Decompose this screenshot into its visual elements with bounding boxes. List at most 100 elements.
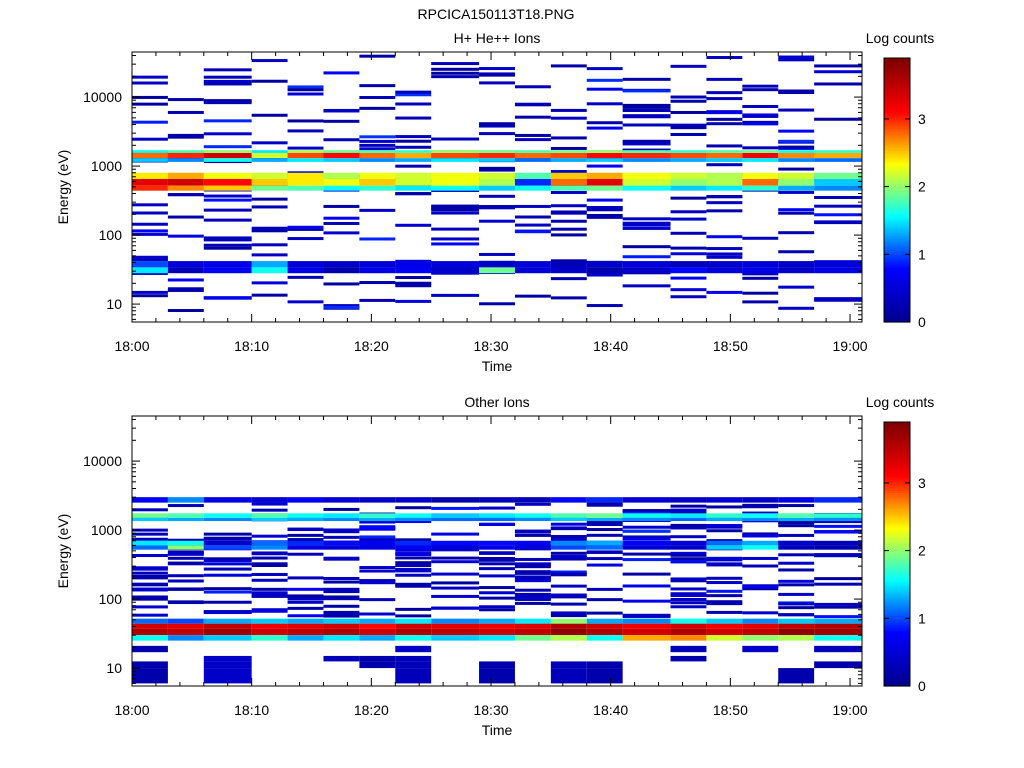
- noise-cell: [203, 82, 252, 86]
- noise-cell: [287, 275, 324, 279]
- noise-cell: [778, 561, 815, 565]
- colorbar-segment: [884, 152, 910, 156]
- noise-cell: [203, 218, 252, 222]
- noise-cell: [251, 562, 288, 566]
- band-cell: [479, 540, 515, 546]
- noise-cell: [550, 116, 587, 120]
- colorbar-segment: [884, 264, 910, 268]
- colorbar-segment: [884, 675, 910, 678]
- noise-cell: [251, 591, 288, 595]
- noise-cell: [586, 206, 623, 210]
- colorbar-segment: [884, 560, 910, 564]
- band-cell: [132, 645, 168, 653]
- noise-cell: [359, 598, 396, 602]
- noise-cell: [132, 571, 168, 575]
- band-cell: [251, 618, 288, 624]
- colorbar-segment: [884, 494, 910, 498]
- band-cell: [132, 668, 168, 684]
- noise-cell: [251, 226, 288, 230]
- band-cell: [251, 628, 288, 636]
- colorbar-segment: [884, 139, 910, 143]
- noise-cell: [742, 276, 779, 280]
- noise-cell: [359, 54, 396, 58]
- noise-cell: [742, 585, 779, 589]
- noise-cell: [550, 233, 587, 237]
- noise-cell: [622, 284, 671, 288]
- colorbar-segment: [884, 143, 910, 147]
- noise-cell: [395, 567, 432, 571]
- band-cell: [622, 618, 671, 624]
- noise-cell: [778, 613, 815, 617]
- noise-cell: [706, 594, 743, 598]
- colorbar-segment: [884, 466, 910, 469]
- colorbar-segment: [884, 668, 910, 672]
- noise-cell: [323, 604, 360, 608]
- noise-cell: [132, 605, 168, 609]
- band-cell: [132, 540, 168, 546]
- noise-cell: [514, 565, 551, 569]
- colorbar-segment: [884, 567, 910, 570]
- noise-cell: [323, 612, 360, 616]
- noise-cell: [670, 252, 707, 256]
- noise-cell: [203, 296, 252, 300]
- colorbar-segment: [884, 670, 910, 674]
- noise-cell: [514, 103, 551, 107]
- noise-cell: [586, 215, 623, 219]
- band-cell: [431, 261, 480, 268]
- band-cell: [742, 261, 779, 268]
- noise-cell: [742, 272, 779, 276]
- band-cell: [706, 267, 743, 274]
- y-tick-label: 10000: [83, 453, 122, 469]
- band-cell: [742, 152, 779, 159]
- band-cell: [479, 261, 515, 268]
- band-cell: [251, 540, 288, 546]
- colorbar-segment: [884, 110, 910, 114]
- colorbar-segment: [884, 479, 910, 482]
- band-cell: [514, 178, 551, 186]
- noise-cell: [706, 163, 743, 167]
- noise-cell: [203, 194, 252, 198]
- band-cell: [778, 623, 815, 629]
- colorbar-segment: [884, 286, 910, 290]
- noise-cell: [778, 583, 815, 587]
- band-cell: [514, 267, 551, 274]
- noise-cell: [395, 90, 432, 94]
- colorbar-segment: [884, 80, 910, 83]
- band-cell: [586, 267, 623, 274]
- band-cell: [778, 158, 815, 162]
- noise-cell: [431, 206, 480, 210]
- noise-cell: [670, 553, 707, 557]
- noise-cell: [359, 525, 396, 529]
- noise-cell: [395, 116, 432, 120]
- colorbar-segment: [884, 521, 910, 524]
- band-cell: [251, 517, 288, 522]
- noise-cell: [287, 88, 324, 92]
- noise-cell: [514, 533, 551, 537]
- band-cell: [622, 158, 671, 162]
- colorbar-segment: [884, 293, 910, 297]
- band-cell: [323, 150, 360, 153]
- colorbar-segment: [884, 77, 910, 81]
- band-cell: [706, 623, 743, 629]
- noise-cell: [395, 553, 432, 557]
- noise-cell: [814, 117, 862, 121]
- colorbar-segment: [884, 529, 910, 533]
- noise-cell: [778, 592, 815, 596]
- noise-cell: [742, 114, 779, 118]
- band-cell: [167, 178, 204, 186]
- y-axis-label: Energy (eV): [55, 514, 71, 589]
- band-cell: [395, 267, 432, 274]
- noise-cell: [251, 281, 288, 285]
- noise-cell: [586, 304, 623, 308]
- noise-cell: [706, 523, 743, 527]
- band-cell: [395, 261, 432, 268]
- colorbar-segment: [884, 606, 910, 610]
- x-tick-label: 18:20: [354, 338, 389, 354]
- colorbar-segment: [884, 284, 910, 288]
- colorbar-tick-label: 0: [918, 678, 926, 694]
- colorbar-tick-label: 2: [918, 543, 926, 559]
- colorbar-segment: [884, 163, 910, 167]
- colorbar-segment: [884, 289, 910, 292]
- colorbar-segment: [884, 538, 910, 542]
- band-cell: [167, 150, 204, 153]
